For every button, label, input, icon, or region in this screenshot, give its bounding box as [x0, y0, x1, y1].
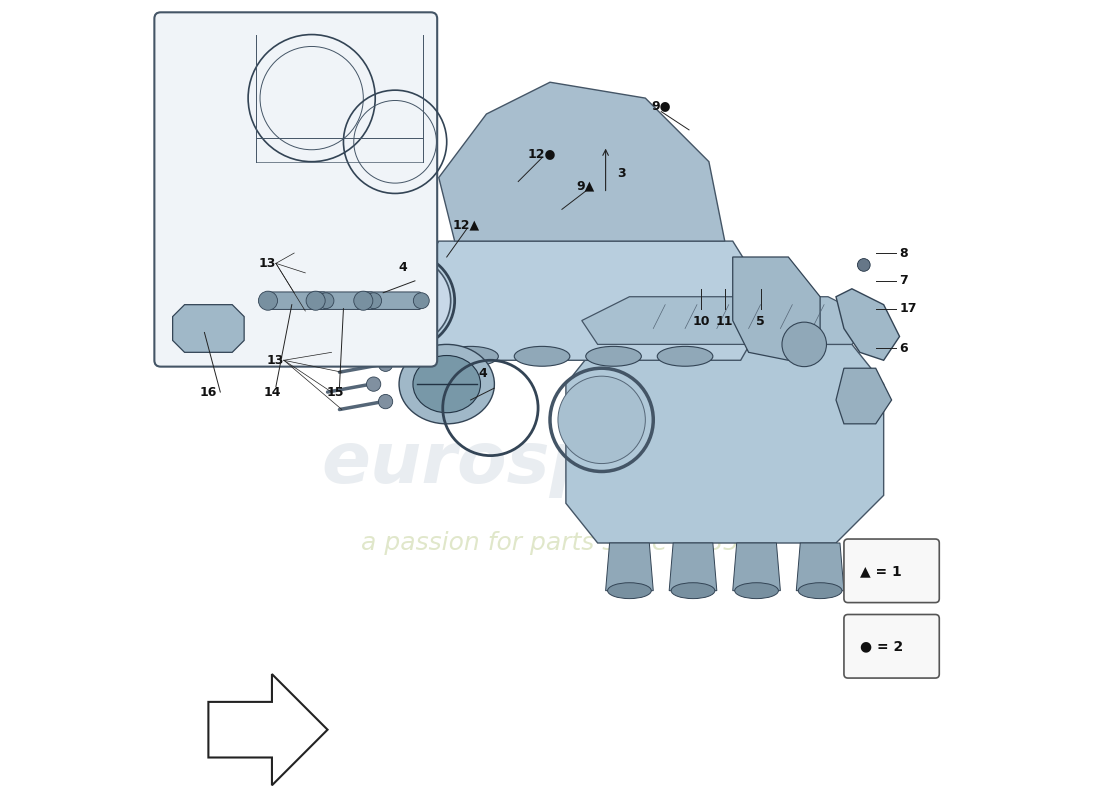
FancyBboxPatch shape	[154, 12, 437, 366]
Text: ▲ = 1: ▲ = 1	[860, 564, 902, 578]
Polygon shape	[173, 305, 244, 352]
Circle shape	[782, 322, 826, 366]
Circle shape	[258, 291, 277, 310]
Circle shape	[331, 238, 345, 252]
Circle shape	[858, 258, 870, 271]
Text: 4: 4	[478, 367, 487, 380]
Circle shape	[378, 394, 393, 409]
Ellipse shape	[607, 582, 651, 598]
Circle shape	[354, 291, 373, 310]
Circle shape	[366, 377, 381, 391]
FancyBboxPatch shape	[361, 292, 421, 310]
Circle shape	[378, 357, 393, 371]
Circle shape	[343, 296, 358, 310]
Text: 8: 8	[900, 246, 909, 259]
Text: 4: 4	[398, 262, 407, 274]
Circle shape	[366, 338, 381, 351]
Text: 16: 16	[200, 386, 217, 398]
Text: 15: 15	[327, 386, 344, 398]
FancyBboxPatch shape	[844, 614, 939, 678]
Ellipse shape	[735, 582, 779, 598]
Text: 12●: 12●	[528, 147, 557, 160]
Text: 5: 5	[756, 315, 764, 328]
Ellipse shape	[412, 355, 481, 413]
Circle shape	[343, 258, 358, 272]
Text: 6: 6	[900, 342, 909, 355]
Circle shape	[331, 278, 345, 292]
Polygon shape	[733, 257, 821, 360]
Text: 13: 13	[266, 354, 284, 366]
FancyBboxPatch shape	[314, 292, 374, 310]
Ellipse shape	[316, 237, 411, 317]
Polygon shape	[208, 674, 328, 786]
Polygon shape	[836, 368, 892, 424]
Text: 9▲: 9▲	[576, 179, 595, 192]
Polygon shape	[582, 297, 876, 344]
FancyBboxPatch shape	[265, 292, 326, 310]
Polygon shape	[733, 543, 780, 590]
Ellipse shape	[586, 346, 641, 366]
Ellipse shape	[799, 582, 842, 598]
Text: 7: 7	[900, 274, 909, 287]
Ellipse shape	[658, 346, 713, 366]
Circle shape	[363, 257, 451, 344]
Ellipse shape	[671, 582, 715, 598]
Polygon shape	[836, 289, 900, 360]
Text: a passion for parts since 1985: a passion for parts since 1985	[361, 531, 739, 555]
Ellipse shape	[443, 346, 498, 366]
Polygon shape	[606, 543, 653, 590]
Circle shape	[365, 293, 382, 309]
Circle shape	[318, 293, 334, 309]
Polygon shape	[392, 241, 772, 360]
Text: 13: 13	[258, 257, 276, 270]
FancyBboxPatch shape	[844, 539, 939, 602]
Circle shape	[377, 270, 437, 331]
Text: 10: 10	[692, 315, 710, 328]
Text: ● = 2: ● = 2	[860, 639, 903, 654]
Text: 17: 17	[900, 302, 917, 315]
Text: 12▲: 12▲	[453, 218, 480, 232]
Polygon shape	[669, 543, 717, 590]
Polygon shape	[796, 543, 844, 590]
Ellipse shape	[330, 248, 397, 306]
Ellipse shape	[399, 344, 494, 424]
Circle shape	[306, 291, 326, 310]
Circle shape	[558, 376, 646, 463]
Polygon shape	[439, 82, 725, 241]
Text: 11: 11	[716, 315, 734, 328]
Text: 3: 3	[617, 167, 626, 180]
Polygon shape	[565, 344, 883, 543]
Circle shape	[414, 293, 429, 309]
Text: 9●: 9●	[651, 99, 671, 113]
Ellipse shape	[515, 346, 570, 366]
Text: 14: 14	[263, 386, 280, 398]
Text: eurospares: eurospares	[321, 429, 779, 498]
